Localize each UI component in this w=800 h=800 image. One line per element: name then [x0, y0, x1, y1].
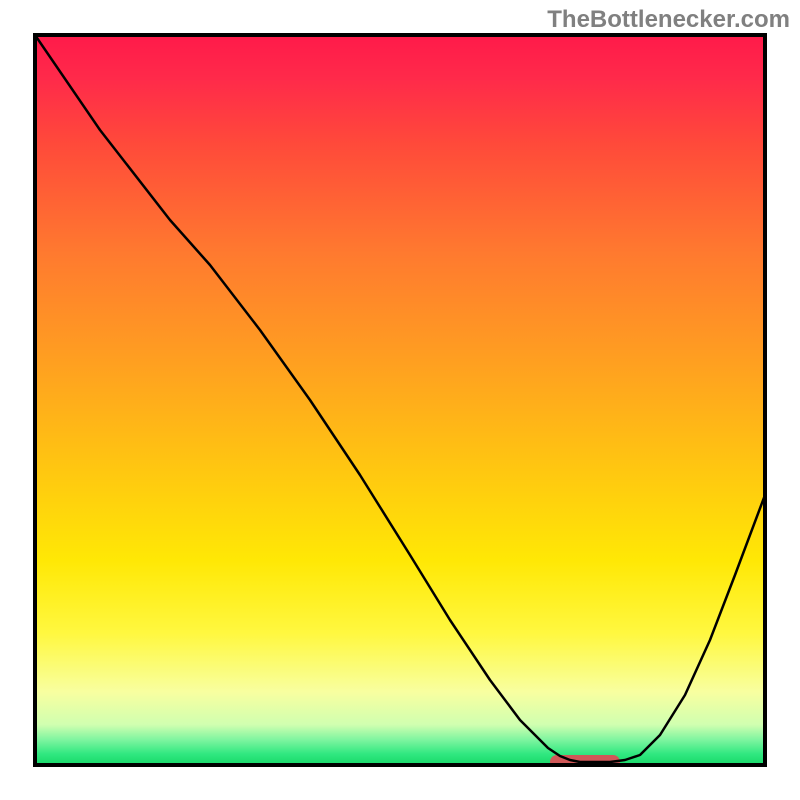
bottleneck-chart-svg — [0, 0, 800, 800]
watermark-text: TheBottlenecker.com — [547, 6, 790, 34]
chart-container: TheBottlenecker.com — [0, 0, 800, 800]
gradient-background — [35, 35, 765, 765]
